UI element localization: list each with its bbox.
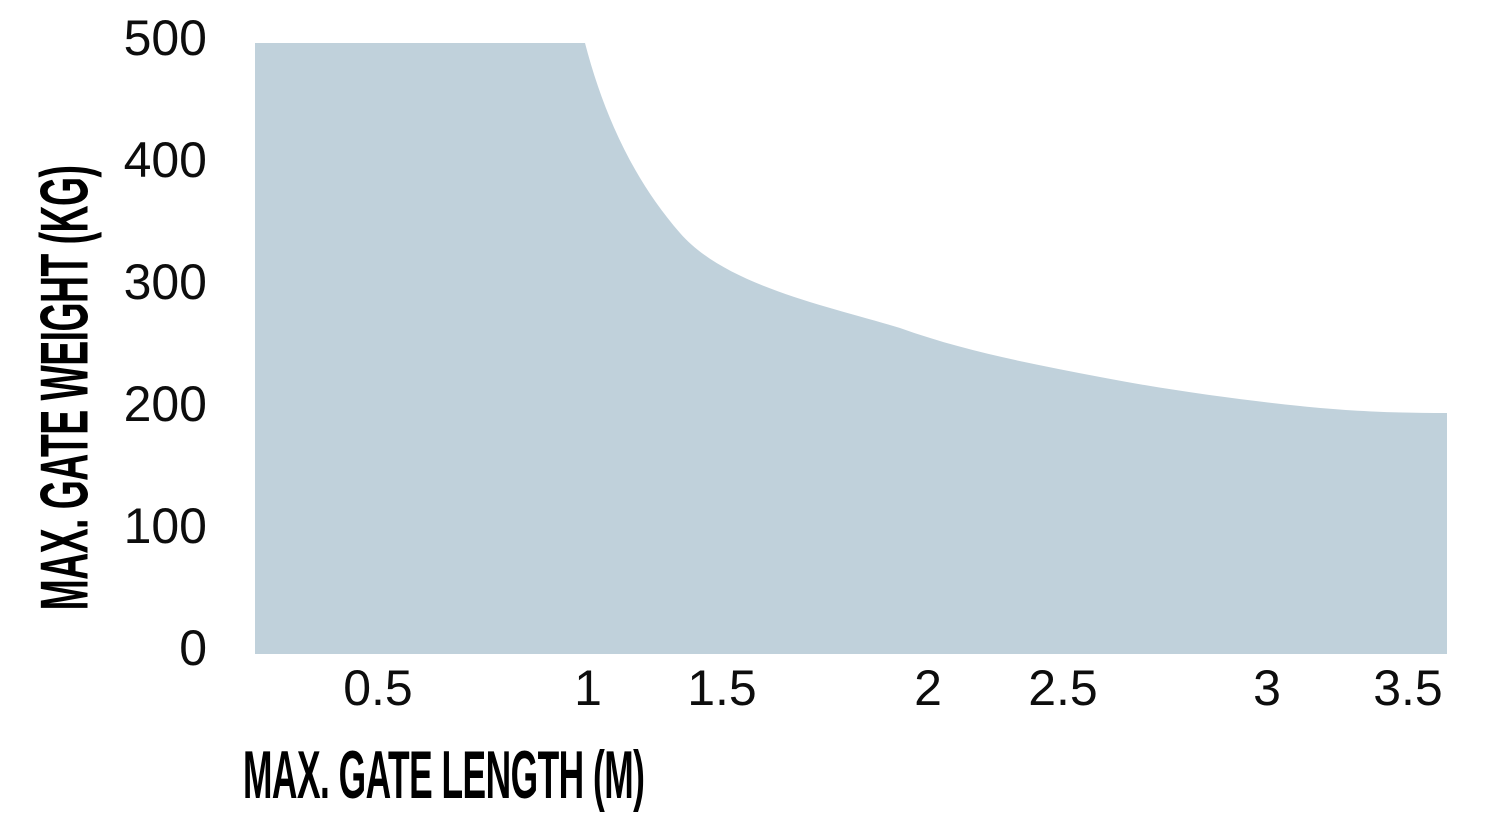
y-tick-0: 0 [179,620,207,676]
y-axis-title-box: MAX. GATE WEIGHT (KG) [18,128,110,648]
y-tick-400: 400 [123,132,207,188]
y-tick-300: 300 [123,254,207,310]
envelope-area-shape [255,43,1447,654]
x-axis-title: MAX. GATE LENGTH (M) [243,737,645,813]
x-tick-1: 1 [574,660,602,716]
y-tick-100: 100 [123,498,207,554]
x-tick-2: 2 [914,660,942,716]
x-tick-1-5: 1.5 [687,660,757,716]
x-tick-3-5: 3.5 [1373,660,1443,716]
y-tick-500: 500 [123,10,207,66]
x-tick-2-5: 2.5 [1028,660,1098,716]
x-tick-0-5: 0.5 [343,660,413,716]
y-axis-title: MAX. GATE WEIGHT (KG) [26,165,102,611]
x-tick-3: 3 [1253,660,1281,716]
y-tick-200: 200 [123,376,207,432]
